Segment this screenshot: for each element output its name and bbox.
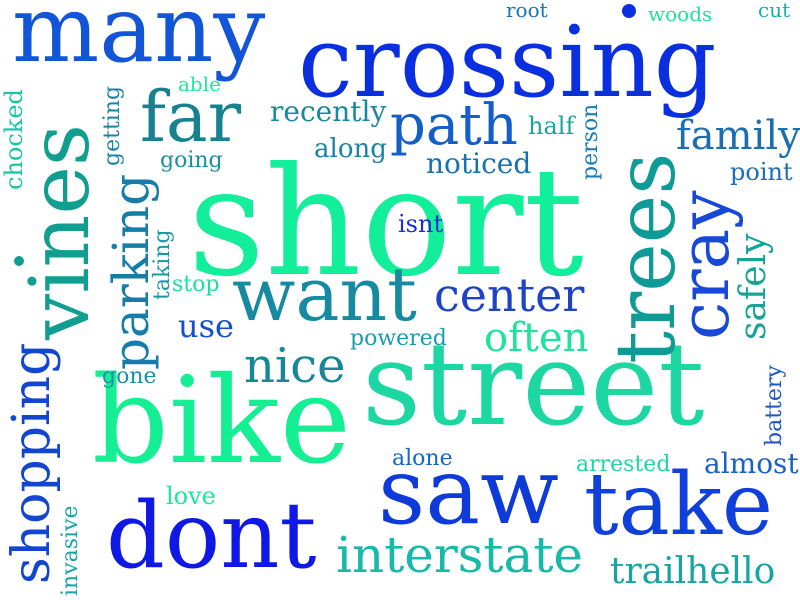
word-saw: saw bbox=[378, 438, 559, 545]
word-bike: bike bbox=[92, 352, 351, 491]
word-center: center bbox=[434, 268, 585, 322]
word-nice: nice bbox=[244, 338, 346, 394]
word-street: street bbox=[362, 318, 705, 452]
word-able: able bbox=[178, 72, 221, 96]
word-alone: alone bbox=[392, 446, 453, 471]
word-invasive: invasive bbox=[58, 505, 83, 596]
word-vines: vines bbox=[13, 124, 108, 340]
word-often: often bbox=[484, 315, 589, 361]
word-dont: dont bbox=[106, 482, 317, 589]
word-use: use bbox=[178, 307, 234, 345]
word-gone: gone bbox=[102, 364, 157, 389]
word-getting: getting bbox=[100, 85, 125, 166]
word-love: love bbox=[166, 482, 216, 510]
word-cray: cray bbox=[666, 190, 745, 340]
word-root: root bbox=[506, 0, 548, 22]
word-parking: parking bbox=[102, 173, 160, 370]
word-person: person bbox=[578, 103, 603, 180]
word-stop: stop bbox=[172, 272, 220, 297]
word-take: take bbox=[584, 455, 773, 555]
word-arrested: arrested bbox=[576, 452, 671, 477]
word-path: path bbox=[390, 93, 518, 158]
word-along: along bbox=[314, 134, 387, 164]
word-short: short bbox=[188, 136, 584, 310]
word-woods: woods bbox=[648, 2, 713, 26]
word-taking: taking bbox=[150, 229, 175, 300]
word-battery: battery bbox=[762, 365, 787, 446]
word-almost: almost bbox=[704, 447, 799, 480]
word-crossing: crossing bbox=[298, 6, 717, 120]
word-want-label: want bbox=[232, 252, 417, 338]
word-cut: cut bbox=[758, 0, 791, 22]
word-far: far bbox=[140, 76, 242, 158]
word-noticed: noticed bbox=[426, 147, 532, 180]
word-recently: recently bbox=[270, 95, 387, 128]
word-many: many bbox=[12, 0, 266, 83]
dot-decoration-left bbox=[14, 256, 24, 266]
word-shopping: shopping bbox=[2, 342, 62, 584]
dot-decoration-top bbox=[622, 4, 636, 18]
word-going: going bbox=[160, 148, 223, 173]
word-chocked: chocked bbox=[0, 89, 28, 190]
word-half: half bbox=[528, 112, 575, 140]
word-trailhello: trailhello bbox=[610, 551, 776, 592]
word-interstate: interstate bbox=[336, 526, 584, 584]
word-powered: powered bbox=[350, 326, 447, 351]
word-family: family bbox=[676, 113, 800, 159]
word-point: point bbox=[730, 158, 793, 186]
word-isnt: isnt bbox=[398, 210, 444, 238]
word-safely: safely bbox=[733, 233, 774, 340]
